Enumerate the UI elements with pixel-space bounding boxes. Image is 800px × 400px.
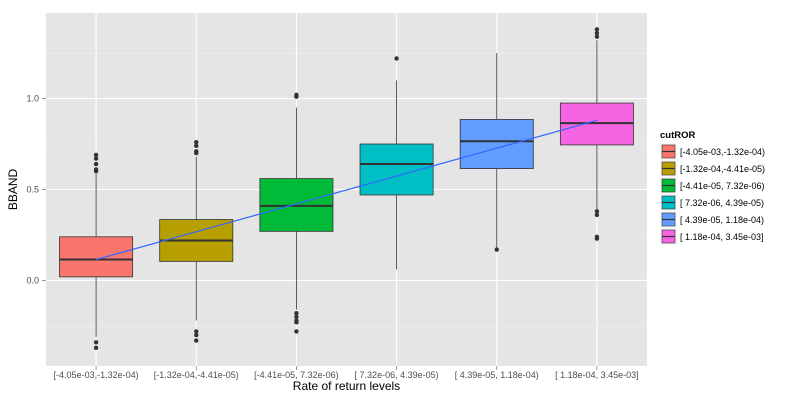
x-tick-label: [ 4.39e-05, 1.18e-04) bbox=[455, 370, 539, 380]
outlier-point bbox=[93, 161, 99, 167]
legend-title: cutROR bbox=[660, 130, 696, 141]
legend: cutROR [-4.05e-03,-1.32e-04) [-1.32e-04,-… bbox=[659, 130, 765, 246]
box-1 bbox=[59, 152, 134, 351]
box-series bbox=[59, 27, 634, 351]
legend-label: [-4.05e-03,-1.32e-04) bbox=[680, 147, 765, 157]
legend-item-5: [ 4.39e-05, 1.18e-04) bbox=[659, 210, 764, 229]
legend-label: [-4.41e-05, 7.32e-06) bbox=[680, 181, 765, 191]
outlier-point bbox=[194, 332, 199, 338]
outlier-point bbox=[93, 152, 99, 158]
outlier-point bbox=[594, 27, 600, 32]
y-tick-label: 1.0 bbox=[26, 94, 39, 104]
outlier-point bbox=[394, 56, 399, 61]
box-3 bbox=[259, 92, 334, 334]
legend-label: [ 7.32e-06, 4.39e-05) bbox=[680, 198, 764, 208]
outlier-point bbox=[93, 340, 99, 345]
outlier-point bbox=[194, 149, 199, 154]
legend-item-2: [-1.32e-04,-4.41e-05) bbox=[659, 159, 765, 178]
outlier-point bbox=[594, 30, 600, 36]
x-axis-title: Rate of return levels bbox=[293, 379, 400, 393]
box-body bbox=[459, 119, 534, 169]
legend-items: [-4.05e-03,-1.32e-04) [-1.32e-04,-4.41e-0… bbox=[659, 142, 765, 246]
y-axis-title: BBAND bbox=[6, 168, 20, 210]
legend-label: [-1.32e-04,-4.41e-05) bbox=[680, 164, 765, 174]
legend-item-1: [-4.05e-03,-1.32e-04) bbox=[659, 142, 765, 161]
outlier-point bbox=[93, 156, 99, 161]
outlier-point bbox=[194, 143, 199, 149]
x-tick-label: [ 7.32e-06, 4.39e-05) bbox=[355, 370, 439, 380]
outlier-point bbox=[594, 212, 600, 218]
box-5 bbox=[459, 53, 534, 252]
outlier-point bbox=[93, 345, 99, 351]
outlier-point bbox=[294, 92, 299, 98]
x-tick-label: [-4.05e-03,-1.32e-04) bbox=[54, 370, 139, 380]
outlier-point bbox=[594, 34, 600, 39]
legend-item-6: [ 1.18e-04, 3.45e-03] bbox=[659, 227, 764, 246]
outlier-point bbox=[494, 247, 499, 252]
legend-label: [ 4.39e-05, 1.18e-04) bbox=[680, 215, 764, 225]
outlier-point bbox=[594, 236, 600, 241]
legend-item-3: [-4.41e-05, 7.32e-06) bbox=[659, 176, 765, 195]
outlier-point bbox=[93, 167, 99, 172]
outlier-point bbox=[594, 209, 600, 214]
box-6 bbox=[559, 27, 634, 241]
box-body bbox=[59, 236, 134, 278]
x-axis-ticks: [-4.05e-03,-1.32e-04) [-1.32e-04,-4.41e-0… bbox=[54, 366, 639, 380]
box-2 bbox=[159, 139, 234, 343]
outlier-point bbox=[194, 329, 199, 334]
outlier-point bbox=[294, 311, 299, 316]
outlier-point bbox=[194, 338, 199, 343]
legend-label: [ 1.18e-04, 3.45e-03] bbox=[680, 232, 764, 242]
minor-gridlines bbox=[46, 52, 647, 327]
outlier-point bbox=[294, 320, 299, 325]
legend-item-4: [ 7.32e-06, 4.39e-05) bbox=[659, 193, 764, 212]
outlier-point bbox=[294, 329, 299, 334]
x-tick-label: [-1.32e-04,-4.41e-05) bbox=[154, 370, 239, 380]
trend-line-layer bbox=[95, 119, 598, 261]
x-tick-label: [-4.41e-05, 7.32e-06) bbox=[254, 370, 339, 380]
y-tick-label: 0.0 bbox=[26, 275, 39, 285]
trend-line bbox=[95, 119, 598, 261]
x-tick-label: [ 1.18e-04, 3.45e-03] bbox=[555, 370, 639, 380]
outlier-point bbox=[294, 314, 299, 320]
outlier-point bbox=[194, 139, 199, 145]
y-tick-label: 0.5 bbox=[26, 185, 39, 195]
y-axis-ticks: 0.0 0.5 1.0 bbox=[26, 94, 46, 285]
